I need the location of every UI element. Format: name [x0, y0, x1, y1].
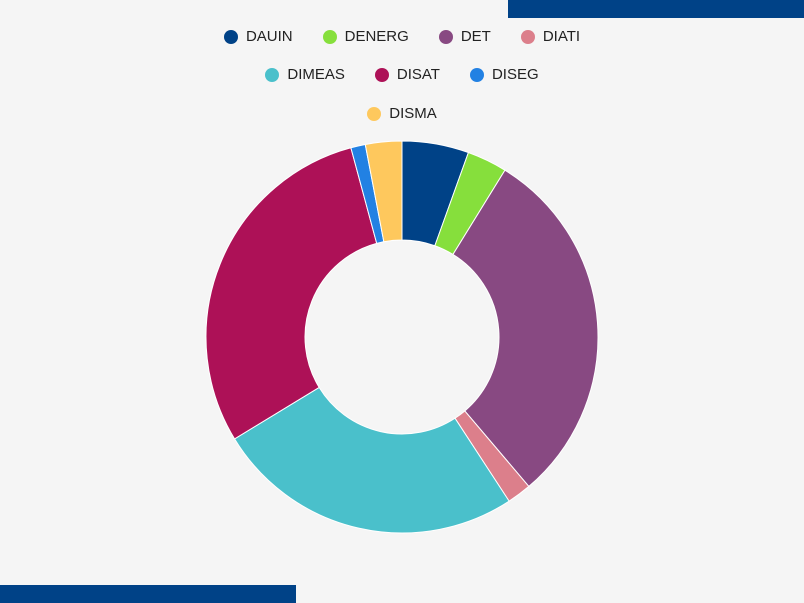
legend-item-disat[interactable]: DISAT	[374, 66, 440, 83]
legend-swatch-det	[438, 29, 453, 44]
legend-label-disma: DISMA	[389, 105, 437, 122]
legend-swatch-disat	[374, 67, 389, 82]
legend-item-dauin[interactable]: DAUIN	[223, 28, 293, 45]
legend-item-det[interactable]: DET	[438, 28, 491, 45]
legend-item-dimeas[interactable]: DIMEAS	[265, 66, 345, 83]
bottom-accent-bar	[0, 585, 296, 603]
legend-label-det: DET	[460, 28, 491, 45]
slice-disma[interactable]	[364, 140, 403, 243]
legend-label-diseg: DISEG	[491, 66, 539, 83]
legend-swatch-denerg	[322, 29, 337, 44]
legend-swatch-diseg	[469, 67, 484, 82]
legend-item-denerg[interactable]: DENERG	[322, 28, 409, 45]
slice-dimeas[interactable]	[233, 386, 510, 534]
legend-label-diati: DIATI	[542, 28, 581, 45]
legend-label-disat: DISAT	[396, 66, 440, 83]
legend-item-disma[interactable]: DISMA	[367, 105, 437, 122]
legend-label-dauin: DAUIN	[245, 28, 293, 45]
legend-label-denerg: DENERG	[344, 28, 409, 45]
legend-item-diseg[interactable]: DISEG	[469, 66, 539, 83]
slice-det[interactable]	[452, 169, 599, 488]
legend-label-dimeas: DIMEAS	[287, 66, 345, 83]
slice-disat[interactable]	[205, 147, 378, 440]
legend-swatch-diati	[520, 29, 535, 44]
legend-row-1: DAUIN DENERG DET DIATI	[0, 28, 804, 45]
legend-swatch-disma	[367, 106, 382, 121]
legend-item-diati[interactable]: DIATI	[520, 28, 581, 45]
legend-row-3: DISMA	[0, 105, 804, 122]
top-accent-bar	[508, 0, 804, 18]
legend-swatch-dauin	[223, 29, 238, 44]
donut-slices	[205, 140, 599, 534]
legend-swatch-dimeas	[265, 67, 280, 82]
legend-row-2: DIMEAS DISAT DISEG	[0, 66, 804, 83]
